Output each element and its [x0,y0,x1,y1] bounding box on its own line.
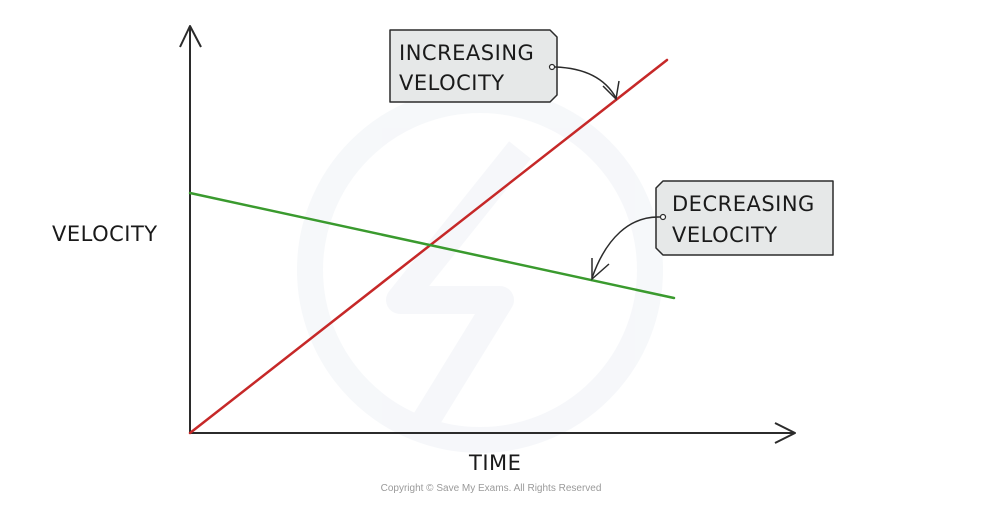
callout-increasing-velocity: INCREASING VELOCITY [389,29,620,103]
y-axis [179,25,202,433]
callout-increasing-line2: VELOCITY [399,71,505,95]
callout-decreasing-line1: DECREASING [672,192,815,216]
callout-pin-icon [659,213,667,221]
y-axis-label: VELOCITY [52,222,158,246]
callout-decreasing-line2: VELOCITY [672,223,778,247]
copyright-notice: Copyright © Save My Exams. All Rights Re… [381,483,602,494]
callout-decreasing-velocity: DECREASING VELOCITY [591,180,834,281]
watermark-logo [297,87,663,453]
callout-increasing-line1: INCREASING [399,41,534,65]
callout-pin-icon [548,63,556,71]
y-axis-arrowhead-icon [179,25,202,48]
callout-arrow-icon [554,66,617,99]
increasing-velocity-line [188,58,669,435]
callout-arrow-icon [591,216,661,279]
x-axis [189,422,796,444]
x-axis-arrowhead-icon [774,422,796,444]
decreasing-velocity-line [188,191,676,300]
x-axis-label: TIME [468,451,521,475]
